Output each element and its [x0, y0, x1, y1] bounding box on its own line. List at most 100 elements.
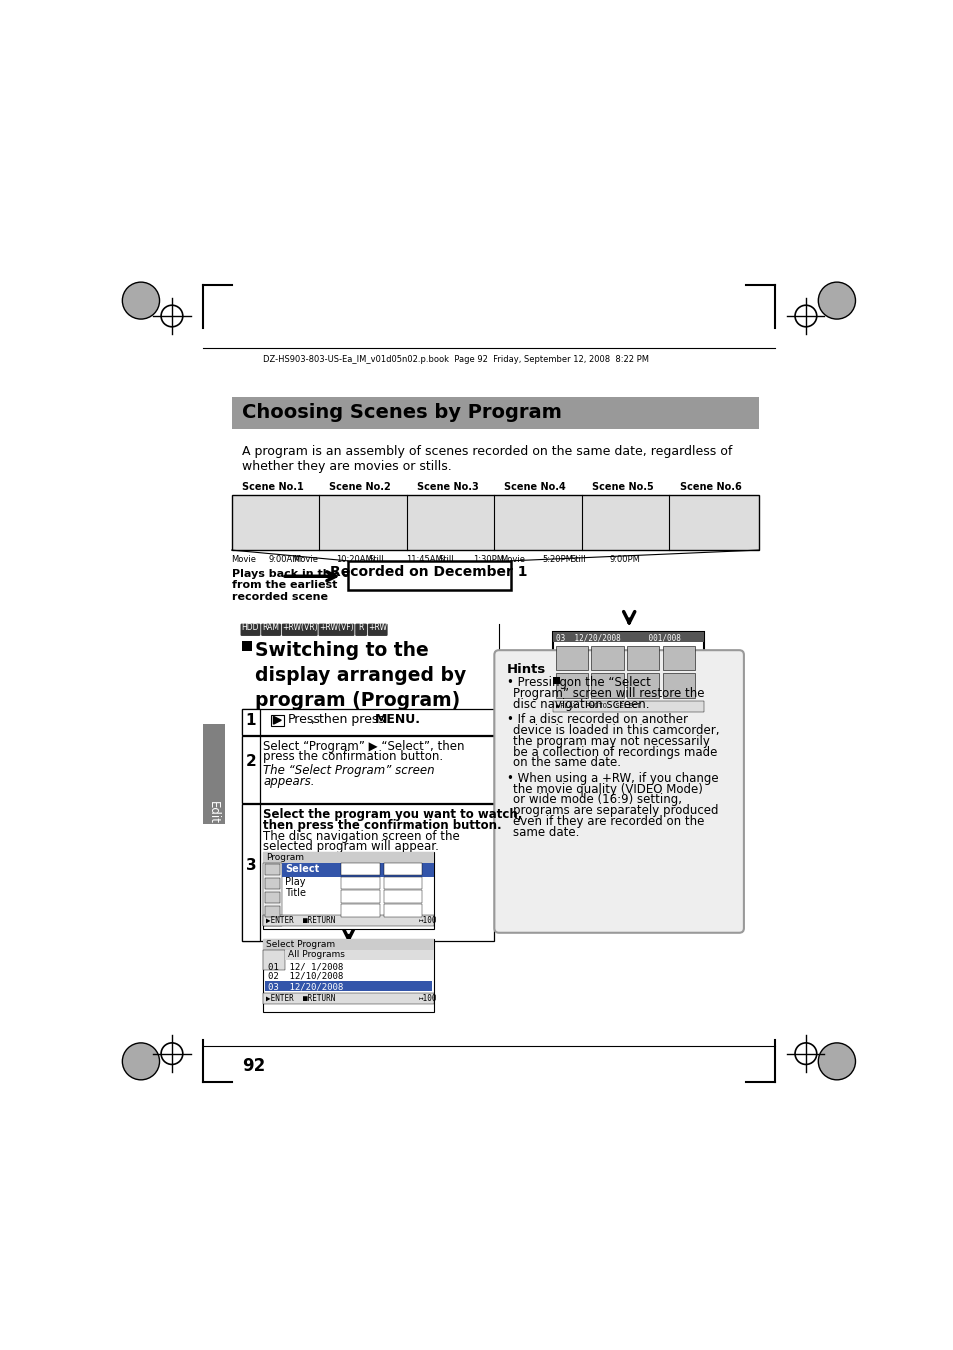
Text: 92: 92 [241, 1057, 265, 1075]
FancyBboxPatch shape [340, 863, 379, 875]
Text: All Programs: All Programs [288, 950, 345, 960]
Text: +RW(VR): +RW(VR) [282, 624, 317, 632]
Text: , then press: , then press [311, 713, 389, 726]
Text: Still: Still [369, 555, 384, 564]
Text: Press: Press [288, 713, 321, 726]
Text: selected program will appear.: selected program will appear. [263, 840, 438, 853]
Text: Recorded on December 1: Recorded on December 1 [330, 566, 527, 579]
FancyBboxPatch shape [553, 632, 703, 643]
FancyBboxPatch shape [263, 992, 434, 1003]
Text: disc navigation screen.: disc navigation screen. [513, 698, 649, 711]
FancyBboxPatch shape [241, 805, 260, 941]
FancyBboxPatch shape [241, 736, 493, 803]
Text: Scene No.2: Scene No.2 [329, 482, 391, 491]
FancyBboxPatch shape [368, 624, 387, 636]
FancyBboxPatch shape [348, 560, 510, 590]
FancyBboxPatch shape [241, 709, 493, 734]
FancyBboxPatch shape [241, 805, 493, 941]
Text: • When using a +RW, if you change: • When using a +RW, if you change [506, 772, 718, 784]
Text: 3: 3 [246, 859, 256, 873]
Text: the program may not necessarily: the program may not necessarily [513, 734, 709, 748]
FancyBboxPatch shape [265, 878, 280, 888]
Text: Title: Title [285, 888, 306, 898]
FancyBboxPatch shape [263, 863, 282, 926]
FancyBboxPatch shape [553, 678, 559, 684]
FancyBboxPatch shape [661, 674, 695, 698]
FancyBboxPatch shape [263, 940, 434, 1012]
Text: on the “Select: on the “Select [562, 676, 650, 690]
Text: Program: Program [266, 853, 304, 863]
FancyBboxPatch shape [340, 876, 379, 888]
FancyBboxPatch shape [241, 736, 260, 803]
Text: Select: Select [285, 864, 319, 875]
Text: Movie: Movie [500, 555, 525, 564]
Text: Select “Program” ▶ “Select”, then: Select “Program” ▶ “Select”, then [263, 740, 464, 752]
Text: 03  12/20/2008: 03 12/20/2008 [268, 981, 343, 991]
FancyBboxPatch shape [553, 701, 703, 711]
Text: device is loaded in this camcorder,: device is loaded in this camcorder, [513, 724, 719, 737]
Text: Scene No.6: Scene No.6 [679, 482, 740, 491]
FancyBboxPatch shape [553, 632, 703, 724]
FancyBboxPatch shape [282, 863, 434, 876]
Text: 9:00PM: 9:00PM [608, 555, 639, 564]
Text: Hints: Hints [506, 663, 545, 675]
FancyBboxPatch shape [261, 624, 281, 636]
Text: 10:20AM: 10:20AM [335, 555, 373, 564]
FancyBboxPatch shape [265, 980, 432, 991]
Text: Scene No.5: Scene No.5 [592, 482, 653, 491]
Circle shape [818, 1044, 855, 1080]
FancyBboxPatch shape [494, 651, 743, 933]
Text: on the same date.: on the same date. [513, 756, 620, 770]
FancyBboxPatch shape [591, 645, 623, 670]
Text: programs are separately produced: programs are separately produced [513, 805, 718, 817]
Text: Program” screen will restore the: Program” screen will restore the [513, 687, 703, 701]
Text: The “Select Program” screen: The “Select Program” screen [263, 764, 435, 778]
FancyBboxPatch shape [355, 624, 367, 636]
Text: same date.: same date. [513, 826, 578, 838]
Text: 5:20PM: 5:20PM [542, 555, 573, 564]
Text: the movie quality (VIDEO Mode): the movie quality (VIDEO Mode) [513, 783, 702, 795]
Text: 03  12/20/2008      001/008: 03 12/20/2008 001/008 [556, 633, 680, 643]
Text: Switching to the
display arranged by
program (Program): Switching to the display arranged by pro… [254, 641, 466, 710]
Text: press the confirmation button.: press the confirmation button. [263, 751, 443, 763]
FancyBboxPatch shape [383, 891, 422, 903]
Text: RAM: RAM [262, 624, 279, 632]
FancyBboxPatch shape [232, 397, 758, 429]
FancyBboxPatch shape [383, 863, 422, 875]
Text: +RW(VF): +RW(VF) [319, 624, 354, 632]
Text: ↦100: ↦100 [418, 994, 436, 1003]
FancyBboxPatch shape [271, 716, 283, 726]
Text: Editing: Editing [207, 801, 220, 842]
Text: 1: 1 [246, 713, 256, 728]
Text: Scene No.4: Scene No.4 [504, 482, 565, 491]
Text: ▶PLAY  PHOTO  SELECT: ▶PLAY PHOTO SELECT [556, 702, 640, 709]
Text: 11:45AM: 11:45AM [406, 555, 442, 564]
Text: +RW: +RW [368, 624, 387, 632]
Text: R: R [358, 624, 363, 632]
Text: Scene No.3: Scene No.3 [416, 482, 478, 491]
Text: ↦100: ↦100 [418, 915, 436, 925]
Text: • Pressing: • Pressing [506, 676, 566, 690]
FancyBboxPatch shape [263, 852, 434, 863]
FancyBboxPatch shape [241, 709, 260, 734]
Text: 9:00AM: 9:00AM [269, 555, 300, 564]
Text: Play: Play [285, 878, 305, 887]
FancyBboxPatch shape [265, 906, 280, 917]
Text: A program is an assembly of scenes recorded on the same date, regardless of
whet: A program is an assembly of scenes recor… [241, 446, 731, 474]
Text: 1:30PM: 1:30PM [473, 555, 504, 564]
FancyBboxPatch shape [661, 645, 695, 670]
FancyBboxPatch shape [240, 624, 260, 636]
FancyBboxPatch shape [281, 624, 317, 636]
FancyBboxPatch shape [340, 891, 379, 903]
FancyBboxPatch shape [555, 674, 587, 698]
Text: or wide mode (16:9) setting,: or wide mode (16:9) setting, [513, 794, 681, 806]
FancyBboxPatch shape [263, 940, 434, 949]
Text: Plays back in the order
from the earliest
recorded scene: Plays back in the order from the earlies… [232, 568, 375, 602]
FancyBboxPatch shape [626, 645, 659, 670]
Text: then press the confirmation button.: then press the confirmation button. [263, 819, 501, 832]
Text: HDD: HDD [241, 624, 259, 632]
Text: even if they are recorded on the: even if they are recorded on the [513, 815, 703, 828]
Polygon shape [274, 717, 281, 724]
FancyBboxPatch shape [265, 892, 280, 903]
FancyBboxPatch shape [263, 915, 434, 926]
